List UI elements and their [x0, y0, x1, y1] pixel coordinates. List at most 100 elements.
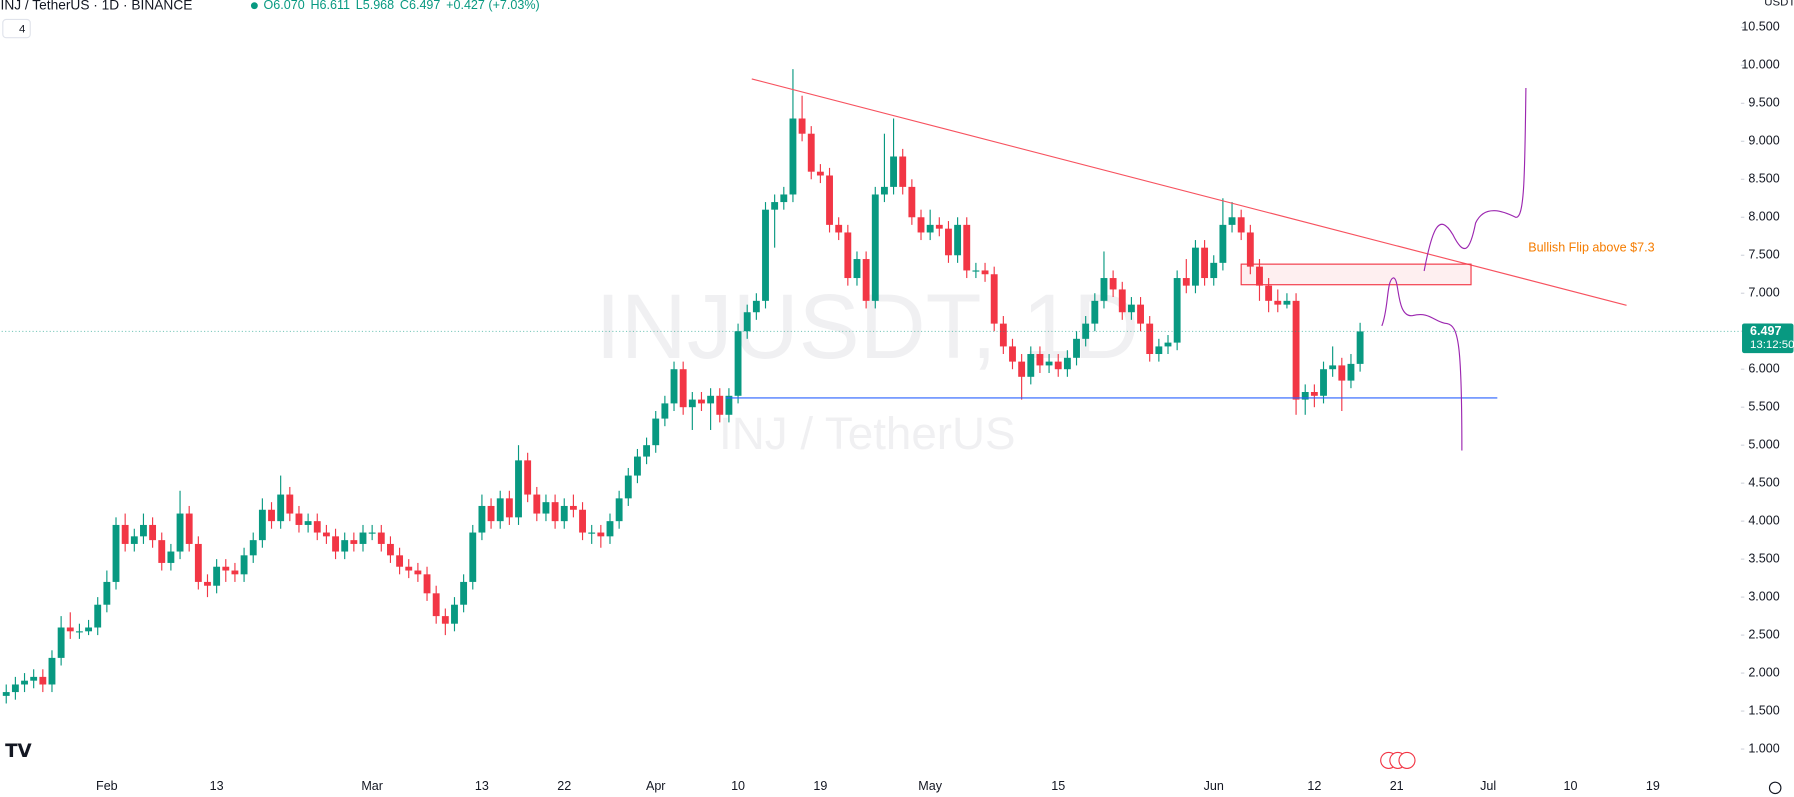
- logo: 𝗧𝗩: [5, 740, 32, 761]
- candle-body: [734, 331, 742, 396]
- candle-body: [432, 593, 440, 617]
- candle-body: [313, 521, 321, 533]
- countdown: 13:12:50: [1750, 339, 1794, 351]
- currency: USDT: [1764, 0, 1794, 8]
- candle-body: [66, 627, 74, 632]
- candle-body: [423, 574, 431, 594]
- candle-body: [945, 228, 952, 256]
- event-flags[interactable]: [1380, 751, 1416, 769]
- candle-body: [954, 224, 962, 256]
- candle-body: [213, 566, 221, 586]
- candle-body: [149, 524, 157, 541]
- candle-body: [1192, 247, 1199, 286]
- candle-body: [30, 676, 38, 681]
- x-tick-label: May: [918, 779, 942, 793]
- candle-body: [48, 657, 56, 685]
- candle-body: [643, 445, 651, 457]
- candle-body: [1283, 300, 1291, 305]
- y-tick-label: 8.000: [1748, 210, 1779, 224]
- candle-body: [194, 543, 202, 582]
- candle-body: [679, 369, 687, 408]
- candle-body: [1246, 232, 1254, 267]
- candle-body: [176, 513, 184, 552]
- flag[interactable]: [1398, 751, 1416, 769]
- legend-value: H6.611: [310, 0, 350, 12]
- candle-body: [1237, 217, 1245, 233]
- annotation: Bullish Flip above $7.3: [1528, 240, 1654, 254]
- resistance-zone: [1240, 263, 1472, 286]
- candle-body: [771, 202, 779, 210]
- x-tick-label: 12: [1307, 779, 1321, 793]
- candle-body: [396, 555, 404, 567]
- candle-body: [322, 532, 330, 537]
- candle-body: [981, 270, 989, 275]
- candle-body: [890, 156, 897, 187]
- candle-body: [341, 540, 349, 552]
- candle-body: [286, 494, 294, 514]
- x-tick-label: Apr: [646, 779, 666, 793]
- candle-body: [1265, 285, 1273, 301]
- indicator-count[interactable]: 4: [19, 24, 26, 36]
- candle-body: [121, 524, 129, 544]
- y-tick-label: 8.500: [1748, 172, 1779, 186]
- candle-body: [359, 532, 367, 544]
- chart-title: INJ / TetherUS · 1D · BINANCE: [1, 0, 193, 12]
- last-price-tag: [1742, 323, 1794, 354]
- candle-body: [606, 521, 614, 537]
- watermark-subtitle: INJ / TetherUS: [719, 408, 1015, 459]
- candle-body: [231, 570, 239, 575]
- candle-body: [789, 118, 797, 195]
- candle-body: [460, 581, 468, 605]
- candle-body: [752, 300, 760, 313]
- x-tick-label: Feb: [96, 779, 118, 793]
- candle-body: [2, 692, 10, 696]
- x-tick-label: 19: [813, 779, 827, 793]
- candle-body: [368, 532, 376, 534]
- x-tick-label: 10: [731, 779, 745, 793]
- candle-body: [1036, 354, 1044, 366]
- candle-body: [816, 171, 824, 176]
- candle-body: [112, 524, 120, 582]
- candle-body: [1146, 323, 1154, 355]
- candle-body: [130, 536, 138, 544]
- candle-body: [240, 555, 248, 575]
- y-tick-label: 10.500: [1741, 20, 1779, 34]
- candle-body: [807, 133, 815, 172]
- candle-body: [249, 540, 257, 556]
- candle-body: [1109, 278, 1117, 290]
- candle-body: [469, 532, 477, 582]
- candle-body: [542, 502, 550, 514]
- candle-body: [1045, 361, 1053, 366]
- status-dot: [250, 2, 258, 10]
- candle-body: [1219, 224, 1227, 263]
- candle-body: [1027, 354, 1035, 377]
- y-tick-label: 2.500: [1748, 627, 1779, 641]
- candle-body: [899, 156, 907, 187]
- x-tick-label: 10: [1564, 779, 1578, 793]
- y-tick-label: 7.000: [1748, 286, 1779, 300]
- indicator-toggle[interactable]: [2, 18, 31, 39]
- candle-body: [1073, 338, 1080, 358]
- x-tick-label: Jul: [1480, 779, 1496, 793]
- candle-body: [1137, 304, 1144, 324]
- candle-body: [332, 536, 339, 552]
- candle-body: [1009, 346, 1016, 362]
- settings-icon[interactable]: [1768, 781, 1782, 795]
- y-tick-label: 1.000: [1748, 741, 1779, 755]
- candle-body: [880, 186, 888, 195]
- y-tick-label: 4.000: [1748, 513, 1779, 527]
- legend-value: L5.968: [356, 0, 394, 12]
- x-tick-label: 15: [1051, 779, 1065, 793]
- candle-body: [707, 395, 715, 404]
- bullish-path: [1423, 88, 1527, 272]
- candle-body: [1292, 300, 1300, 400]
- legend-value: +0.427 (+7.03%): [446, 0, 540, 12]
- y-tick-label: 5.500: [1748, 400, 1779, 414]
- candle-body: [634, 456, 641, 476]
- y-tick-label: 2.000: [1748, 665, 1779, 679]
- candle-body: [908, 186, 916, 218]
- candle-body: [85, 627, 92, 632]
- candle-body: [588, 532, 596, 534]
- candle-body: [39, 676, 47, 685]
- x-tick-label: Jun: [1204, 779, 1224, 793]
